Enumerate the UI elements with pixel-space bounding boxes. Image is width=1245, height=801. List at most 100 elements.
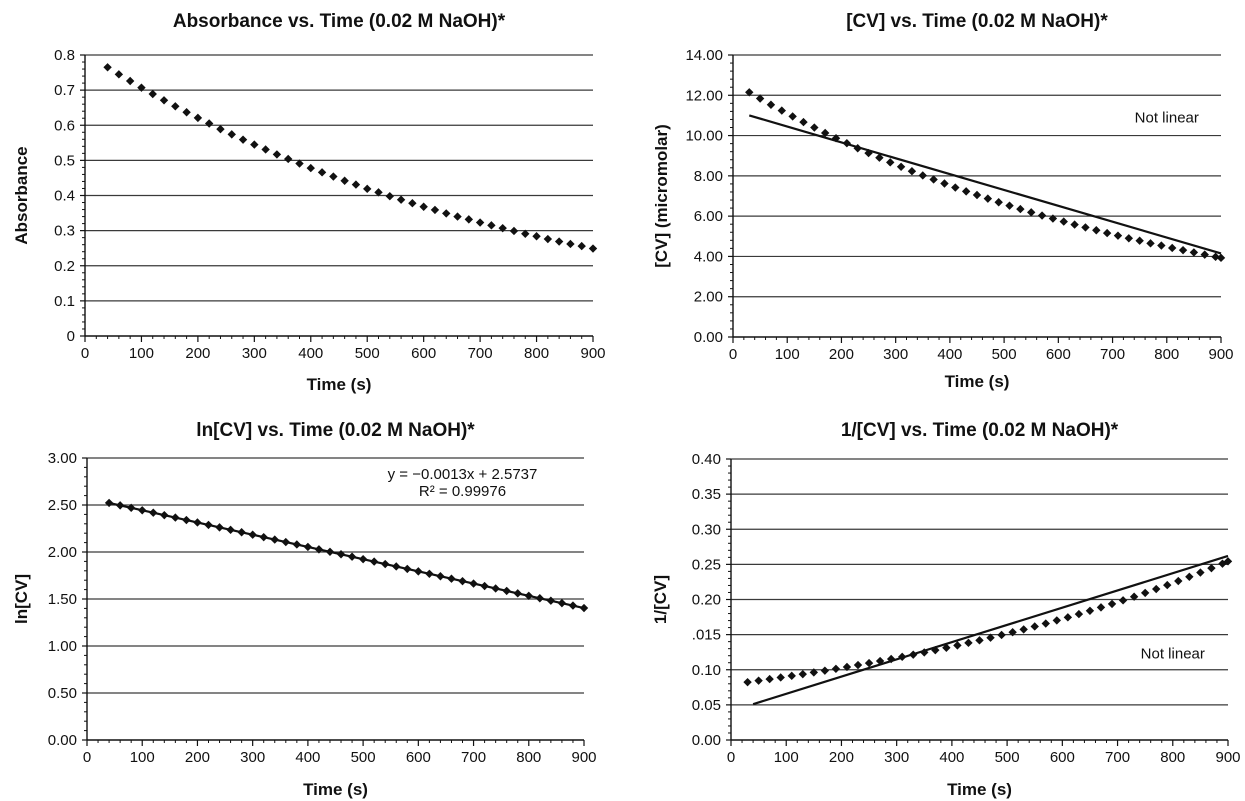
y-tick-label: 4.00 [694, 248, 723, 265]
x-tick-label: 600 [1046, 346, 1071, 363]
trendline [752, 554, 1229, 706]
data-point [951, 183, 960, 192]
x-tick-label: 400 [937, 346, 962, 363]
data-point [1118, 596, 1128, 605]
y-tick-label: 3.00 [48, 450, 77, 467]
x-tick-label: 100 [130, 749, 155, 766]
data-point [1152, 584, 1161, 594]
x-tick-label: 200 [829, 749, 854, 766]
data-point [886, 158, 895, 167]
data-point [306, 163, 315, 173]
chart-panel-concentration: [CV] vs. Time (0.02 M NaOH)* 0.00 2.00 4.00… [652, 11, 1234, 391]
data-point [1211, 252, 1220, 262]
x-axis-label: Time (s) [303, 780, 368, 799]
x-axis-label: Time (s) [945, 372, 1010, 391]
data-point [776, 673, 785, 682]
data-point [182, 108, 191, 117]
x-tick-label: 600 [1050, 749, 1075, 766]
data-point [1059, 217, 1068, 226]
y-tick-label: 0.30 [692, 521, 721, 538]
x-tick-label: 500 [992, 346, 1017, 363]
x-tick-label: 300 [240, 749, 265, 766]
data-point [1157, 241, 1166, 250]
y-tick-label: 12.00 [685, 87, 723, 104]
y-tick-label: 14.00 [685, 47, 723, 64]
x-tick-label: 900 [1215, 749, 1240, 766]
data-point [820, 128, 830, 138]
data-point [1092, 226, 1101, 235]
trendline [748, 114, 1222, 255]
x-tick-label: 900 [571, 749, 596, 766]
y-axis-label: [CV] (micromolar) [652, 124, 671, 268]
data-point [329, 172, 338, 181]
data-point [788, 112, 797, 121]
data-point [1048, 214, 1058, 223]
y-tick-label: 6.00 [694, 208, 723, 225]
data-point [997, 630, 1006, 640]
data-point [1041, 619, 1050, 628]
x-tick-label: 0 [729, 346, 737, 363]
y-tick-label: 1.50 [48, 591, 77, 608]
x-tick-label: 0 [83, 749, 91, 766]
y-tick-label: .015 [692, 627, 721, 644]
chart-title: [CV] vs. Time (0.02 M NaOH)* [846, 11, 1108, 32]
data-point [453, 212, 462, 221]
data-point [238, 135, 248, 144]
x-axis-label: Time (s) [947, 780, 1012, 799]
data-point [929, 175, 938, 184]
annotation: R² = 0.99976 [419, 483, 506, 500]
data-point [986, 633, 995, 642]
data-point [918, 171, 927, 180]
x-tick-label: 0 [81, 345, 89, 362]
x-tick-label: 200 [829, 346, 854, 363]
data-point [853, 660, 863, 670]
y-tick-label: 0.35 [692, 486, 721, 503]
data-point [810, 123, 819, 132]
y-tick-label: 0.4 [54, 188, 75, 205]
data-point [363, 184, 372, 194]
data-point [820, 666, 830, 675]
data-point [1216, 253, 1226, 263]
data-point [1052, 616, 1062, 625]
data-point [994, 198, 1003, 207]
data-point [964, 638, 973, 648]
data-point [983, 194, 993, 203]
y-tick-label: 0 [67, 328, 75, 345]
trendline [108, 501, 585, 610]
data-point [430, 205, 440, 215]
data-point [148, 89, 157, 99]
data-point [1207, 563, 1216, 573]
x-tick-label: 500 [351, 749, 376, 766]
data-point [577, 241, 586, 251]
data-point [766, 100, 776, 109]
data-point [1140, 588, 1150, 598]
data-point [920, 648, 929, 657]
annotation: Not linear [1135, 109, 1199, 126]
data-point [1030, 622, 1039, 631]
data-point [1037, 211, 1047, 220]
data-point [875, 153, 884, 162]
data-point [396, 195, 406, 204]
x-tick-label: 100 [129, 345, 154, 362]
data-point [227, 130, 236, 139]
data-point [1223, 557, 1233, 566]
x-tick-label: 700 [1100, 346, 1125, 363]
data-point [1070, 220, 1079, 229]
y-tick-label: 0.2 [54, 258, 75, 275]
y-tick-label: 8.00 [694, 168, 723, 185]
data-point [754, 676, 763, 685]
data-point [204, 119, 214, 128]
x-tick-label: 500 [355, 345, 380, 362]
x-tick-label: 900 [580, 345, 605, 362]
data-point [125, 76, 135, 86]
x-tick-label: 400 [939, 749, 964, 766]
data-point [509, 226, 519, 236]
x-tick-label: 300 [883, 346, 908, 363]
data-point [1081, 223, 1090, 232]
data-point [831, 664, 841, 674]
y-tick-label: 0.1 [54, 293, 75, 310]
data-point [374, 188, 383, 197]
data-point [931, 645, 940, 655]
data-point [554, 237, 564, 246]
